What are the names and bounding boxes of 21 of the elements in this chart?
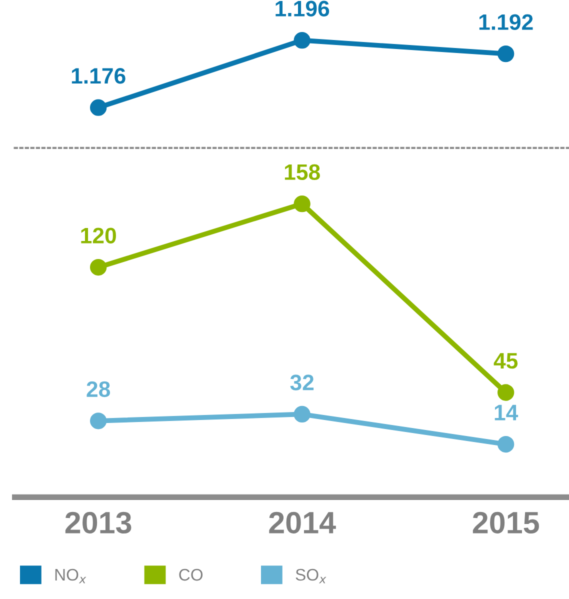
point <box>498 384 514 401</box>
point <box>498 436 514 453</box>
data-label: 1.196 <box>276 0 330 17</box>
data-label: 1.176 <box>72 68 126 84</box>
data-label: 45 <box>494 353 518 369</box>
data-label: 158 <box>284 164 320 180</box>
x-tick-label: 2015 <box>472 512 539 534</box>
data-label: 32 <box>290 374 314 390</box>
point <box>294 406 310 423</box>
point <box>90 412 107 430</box>
data-label: 120 <box>81 228 116 244</box>
legend-label: SO$_{x}$ <box>296 568 326 584</box>
x-tick-label: 2013 <box>65 512 132 534</box>
data-label: 14 <box>494 404 518 420</box>
data-label: 1.192 <box>479 14 533 30</box>
legend-label: NO$_{x}$ <box>55 568 86 584</box>
point <box>294 196 310 212</box>
data-label: 28 <box>86 381 110 398</box>
legend-label: CO <box>179 568 203 581</box>
x-tick-label: 2014 <box>269 512 336 534</box>
point <box>90 258 107 276</box>
